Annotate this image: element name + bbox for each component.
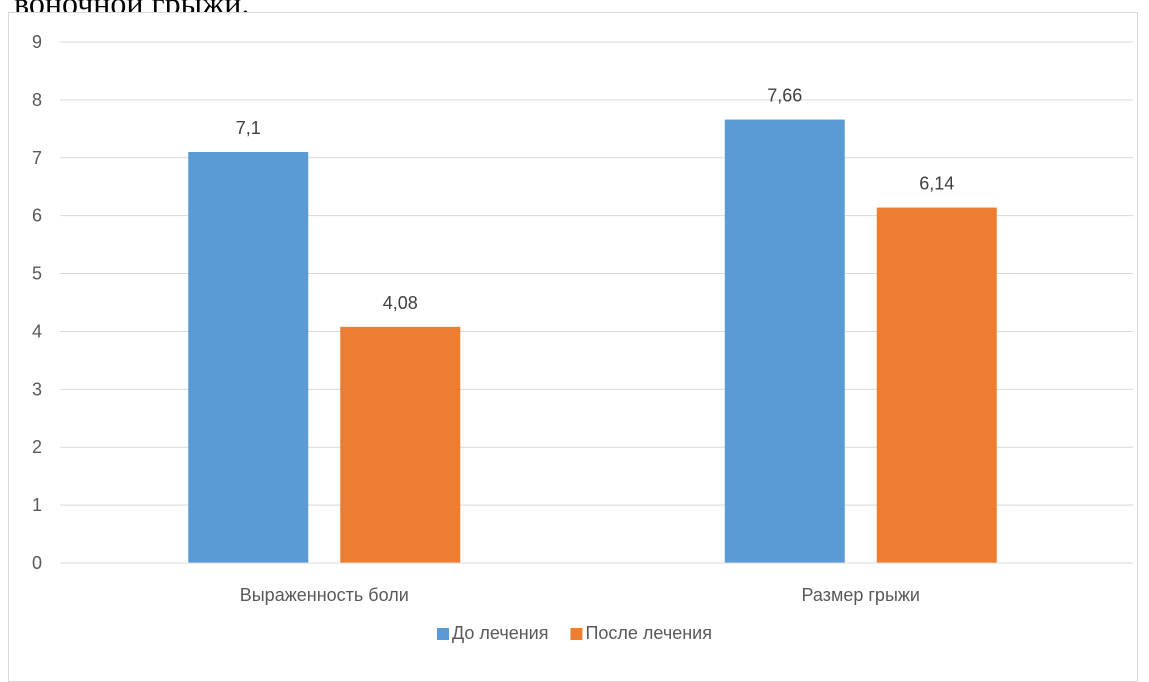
y-tick-label-5: 5 bbox=[32, 264, 42, 284]
bar-2-1 bbox=[340, 326, 461, 563]
y-tick-label-4: 4 bbox=[32, 321, 42, 341]
x-category-label-1: Выраженность боли bbox=[240, 585, 409, 605]
legend-label-1: До лечения bbox=[452, 623, 548, 643]
legend: До лечения После лечения bbox=[437, 623, 712, 643]
legend-label-2: После лечения bbox=[585, 623, 712, 643]
data-label-2-2: 6,14 bbox=[919, 174, 954, 194]
bar-1-2 bbox=[724, 119, 845, 564]
legend-swatch-1 bbox=[437, 628, 449, 640]
y-tick-label-3: 3 bbox=[32, 379, 42, 399]
data-label-1-1: 7,1 bbox=[236, 118, 261, 138]
y-tick-label-8: 8 bbox=[32, 90, 42, 110]
y-tick-label-9: 9 bbox=[32, 32, 42, 52]
bar-1-1 bbox=[188, 151, 309, 563]
legend-swatch-2 bbox=[570, 628, 583, 640]
y-tick-label-0: 0 bbox=[32, 553, 42, 573]
y-tick-label-1: 1 bbox=[32, 495, 42, 515]
x-axis-labels: Выраженность боли Размер грыжи bbox=[240, 585, 920, 605]
y-axis-ticks: 0 1 2 3 4 5 6 7 8 9 bbox=[32, 32, 42, 573]
data-label-1-2: 7,66 bbox=[767, 86, 802, 106]
y-tick-label-7: 7 bbox=[32, 148, 42, 168]
y-tick-label-2: 2 bbox=[32, 437, 42, 457]
data-label-2-1: 4,08 bbox=[383, 293, 418, 313]
x-category-label-2: Размер грыжи bbox=[802, 585, 920, 605]
bar-2-2 bbox=[876, 207, 997, 563]
y-tick-label-6: 6 bbox=[32, 206, 42, 226]
data-labels: 7,1 4,08 7,66 6,14 bbox=[236, 86, 955, 313]
bars bbox=[188, 119, 997, 564]
